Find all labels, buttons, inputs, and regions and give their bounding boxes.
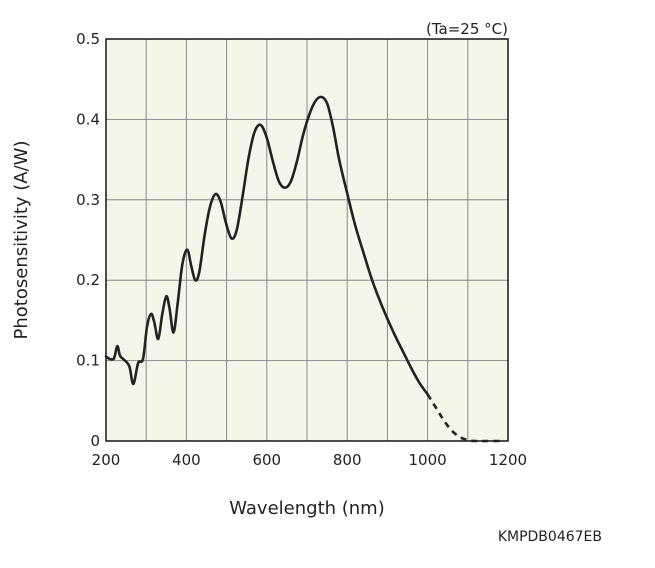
series-line-solid	[104, 95, 429, 396]
y-tick-label: 0	[90, 432, 100, 450]
x-tick-label: 200	[92, 451, 121, 469]
y-tick-label: 0.3	[76, 191, 100, 209]
y-tick-label: 0.1	[76, 352, 100, 370]
y-axis-label: Photosensitivity (A/W)	[11, 141, 32, 340]
grid-lines	[106, 39, 508, 441]
x-axis-label: Wavelength (nm)	[229, 498, 385, 519]
document-code: KMPDB0467EB	[498, 529, 602, 545]
plot-frame	[105, 38, 509, 442]
x-tick-label: 1200	[489, 451, 527, 469]
y-tick-labels: 0 0.1 0.2 0.3 0.4 0.5	[76, 30, 100, 450]
y-tick-label: 0.2	[76, 271, 100, 289]
y-tick-label: 0.4	[76, 110, 100, 128]
x-tick-label: 800	[333, 451, 362, 469]
x-tick-label: 400	[172, 451, 201, 469]
x-tick-labels: 200 400 600 800 1000 1200	[92, 451, 527, 469]
x-tick-label: 600	[252, 451, 281, 469]
condition-label: (Ta=25 °C)	[426, 20, 508, 38]
y-tick-label: 0.5	[76, 30, 100, 48]
x-tick-label: 1000	[409, 451, 447, 469]
